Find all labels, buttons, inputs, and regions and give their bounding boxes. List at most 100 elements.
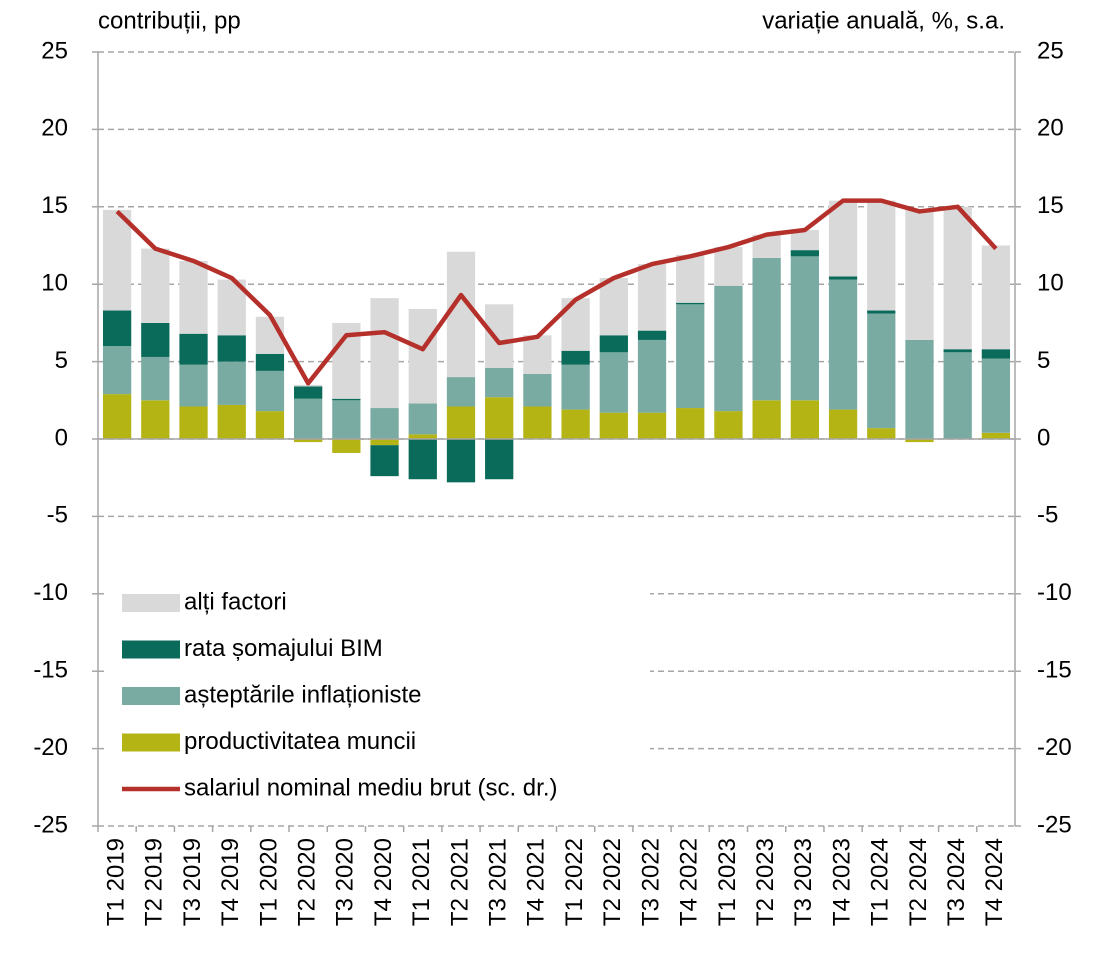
legend-swatch [122, 687, 180, 705]
bar-segment [370, 445, 399, 477]
bar-segment [752, 234, 781, 258]
y2-tick-label: -25 [1037, 811, 1072, 838]
bar-segment [446, 251, 476, 378]
bar-segment [599, 278, 628, 336]
bar-segment [943, 352, 972, 439]
bar-segment [637, 330, 667, 340]
bar-segment [141, 248, 170, 323]
bar-segment [102, 209, 132, 311]
bar-segment [332, 398, 361, 401]
x-tick-label: T3 2023 [790, 838, 817, 926]
bar-segment [981, 432, 1011, 439]
bar-segment [294, 439, 323, 443]
bar-segment [141, 356, 170, 401]
x-tick-label: T1 2020 [255, 838, 282, 926]
x-tick-label: T4 2024 [981, 838, 1008, 926]
bar-segment [141, 400, 170, 439]
bar-segment [408, 439, 437, 480]
bar-segment [332, 400, 361, 439]
bar-segment [102, 346, 132, 395]
x-tick-label: T3 2019 [179, 838, 206, 926]
bar-segment [905, 439, 934, 443]
legend-swatch [122, 733, 180, 752]
x-tick-label: T1 2021 [408, 838, 435, 926]
bar-segment [599, 335, 628, 353]
bar-segment [179, 260, 208, 334]
y2-tick-label: -20 [1037, 734, 1072, 761]
bar-segment [981, 358, 1011, 433]
legend-label: salariul nominal mediu brut (sc. dr.) [184, 774, 557, 801]
y-tick-label: 10 [41, 270, 68, 297]
bar-segment [790, 250, 819, 257]
bar-segment [828, 200, 858, 277]
bar-segment [943, 349, 972, 353]
bar-segment [408, 434, 437, 439]
y2-tick-label: 5 [1037, 347, 1050, 374]
y-tick-label: 25 [41, 37, 68, 64]
bar-segment [523, 406, 552, 439]
legend-label: rata șomajului BIM [184, 635, 383, 662]
bar-segment [828, 409, 858, 439]
bar-segment [217, 404, 246, 439]
bar-segment [255, 411, 285, 439]
bar-segment [599, 412, 628, 439]
x-tick-label: T3 2022 [637, 838, 664, 926]
bar-segment [561, 409, 590, 439]
y-tick-label: -15 [33, 657, 68, 684]
bar-segment [637, 339, 667, 413]
bar-segment [179, 364, 208, 407]
bar-segment [637, 412, 667, 439]
x-tick-label: T4 2021 [523, 838, 550, 926]
bar-segment [217, 335, 246, 362]
bar-segment [294, 398, 323, 439]
bar-segment [370, 408, 399, 439]
bar-segment [867, 428, 896, 439]
bar-segment [485, 304, 514, 368]
bar-segment [485, 397, 514, 439]
x-tick-label: T2 2019 [141, 838, 168, 926]
legend-background [108, 578, 650, 814]
bar-segment [790, 256, 819, 401]
bar-segment [102, 394, 132, 439]
bar-segment [255, 370, 285, 412]
bar-segment [370, 439, 399, 446]
bar-segment [981, 245, 1011, 350]
x-tick-label: T3 2024 [943, 838, 970, 926]
bar-segment [714, 247, 743, 286]
bar-segment [981, 349, 1011, 359]
bar-segment [905, 209, 934, 340]
bar-segment [714, 411, 743, 439]
bar-segment [637, 264, 667, 331]
y-axis-title: contribuții, pp [98, 7, 241, 34]
y2-tick-label: 0 [1037, 424, 1050, 451]
x-tick-label: T4 2022 [676, 838, 703, 926]
bar-segment [179, 333, 208, 365]
x-tick-label: T3 2021 [485, 838, 512, 926]
y-tick-label: 15 [41, 192, 68, 219]
y2-axis-title: variație anuală, %, s.a. [762, 7, 1005, 34]
bar-segment [217, 361, 246, 405]
bar-segment [485, 367, 514, 398]
line [115, 198, 998, 386]
bar-segment [828, 276, 858, 280]
bar-segment [676, 304, 705, 409]
x-tick-label: T2 2023 [752, 838, 779, 926]
bar-segment [294, 386, 323, 399]
x-tick-label: T4 2020 [370, 838, 397, 926]
x-tick-label: T2 2024 [905, 838, 932, 926]
x-tick-label: T2 2021 [446, 838, 473, 926]
bar-segment [332, 439, 361, 453]
bar-segment [790, 230, 819, 251]
bar-segment [676, 254, 705, 303]
bar-segment [828, 279, 858, 410]
x-tick-label: T1 2019 [102, 838, 129, 926]
y-tick-label: -10 [33, 579, 68, 606]
bar-segment [294, 384, 323, 387]
y-tick-label: -20 [33, 734, 68, 761]
y2-tick-label: -5 [1037, 502, 1058, 529]
bar-segment [599, 352, 628, 413]
y-tick-label: 0 [55, 424, 68, 451]
bar-segment [867, 310, 896, 314]
y2-tick-label: 25 [1037, 37, 1064, 64]
